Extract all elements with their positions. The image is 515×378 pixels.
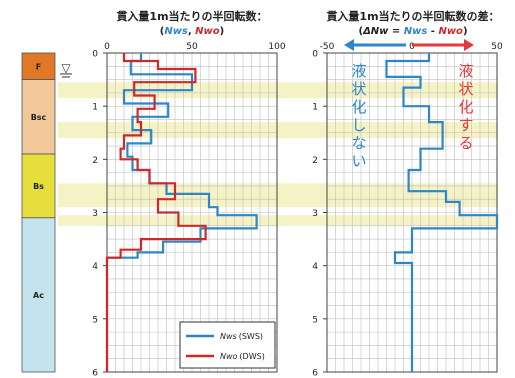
legend: Nws (SWS) Nwo (DWS) — [179, 321, 276, 369]
legend-name-sws: Nws — [220, 332, 237, 341]
subtitle-part: , — [188, 26, 195, 37]
y-tick-label: 5 — [312, 315, 318, 325]
water-table-symbol: ▽ — [61, 61, 71, 75]
annotation-no-liquefaction: 液状化しない — [351, 62, 368, 170]
subtitle-nwo: Nwo — [195, 26, 220, 37]
x-tick-label: 0 — [409, 42, 415, 52]
subtitle-nwo: Nwo — [438, 26, 463, 37]
subtitle-part: ) — [463, 26, 468, 37]
direction-arrows — [344, 39, 474, 51]
soil-layer-label: Ac — [33, 291, 44, 300]
subtitle-part: ( — [160, 26, 165, 37]
annotation-char: 液 — [458, 62, 475, 80]
x-tick-label: -50 — [320, 42, 335, 52]
x-tick-label: 50 — [186, 42, 198, 52]
left-chart-title: 貫入量1m当たりの半回転数： — [116, 9, 267, 23]
x-tick-label: 100 — [268, 42, 285, 52]
subtitle-nws: Nws — [164, 26, 188, 37]
y-tick-label: 2 — [92, 156, 98, 166]
annotation-char: な — [351, 134, 368, 152]
subtitle-part: ( — [358, 26, 363, 37]
annotation-liquefaction: 液状化する — [458, 62, 475, 152]
highlight-band — [58, 82, 498, 99]
left-chart: 0 1 2 3 4 5 6 0 50 100 — [92, 42, 286, 378]
annotation-char: 化 — [351, 98, 368, 116]
annotation-char: 液 — [351, 62, 368, 80]
soil-layer-ac — [21, 217, 56, 373]
series-line-b — [105, 53, 207, 372]
annotation-char: い — [351, 152, 368, 170]
subtitle-part: ) — [220, 26, 225, 37]
y-tick-label: 2 — [312, 156, 318, 166]
soil-column: F Bsc Bs Ac — [21, 52, 56, 373]
annotation-char: 状 — [351, 80, 368, 98]
highlight-band — [58, 215, 498, 226]
soil-layer-label: Bs — [33, 182, 44, 191]
soil-layer-label: F — [36, 62, 41, 71]
y-tick-label: 3 — [312, 209, 318, 219]
right-chart-title: 貫入量1m当たりの半回転数の差： — [326, 9, 499, 23]
y-tick-label: 4 — [92, 262, 98, 272]
annotation-char: 状 — [458, 80, 475, 98]
arrow-right-head — [464, 39, 474, 51]
y-tick-label: 6 — [312, 369, 318, 378]
series-line-a — [385, 53, 499, 372]
subtitle-delta: ΔNw — [362, 26, 389, 37]
legend-label-dws: Nwo (DWS) — [220, 352, 265, 361]
y-tick-label: 6 — [92, 369, 98, 378]
soil-layer-bsc — [21, 79, 56, 155]
x-tick-label: 50 — [491, 42, 503, 52]
annotation-char: る — [458, 134, 475, 152]
legend-suffix-sws: (SWS) — [239, 332, 263, 341]
highlight-band — [58, 122, 498, 139]
y-tick-label: 1 — [92, 103, 98, 113]
legend-suffix-dws: (DWS) — [239, 352, 264, 361]
annotation-char: す — [458, 116, 475, 134]
left-chart-subtitle: (Nws, Nwo) — [160, 26, 224, 37]
subtitle-nws: Nws — [404, 26, 428, 37]
annotation-char: 化 — [458, 98, 475, 116]
legend-label-sws: Nws (SWS) — [220, 332, 263, 341]
y-tick-label: 0 — [312, 50, 318, 60]
y-tick-label: 4 — [312, 262, 318, 272]
water-table: ▽ — [60, 61, 72, 78]
legend-name-dws: Nwo — [220, 352, 238, 361]
legend-box — [179, 321, 276, 369]
subtitle-part: = — [388, 26, 403, 37]
y-tick-label: 0 — [92, 50, 98, 60]
soil-layer-label: Bsc — [31, 113, 47, 122]
subtitle-part: - — [427, 26, 438, 37]
soil-layer-bs — [21, 153, 56, 219]
highlight-band — [58, 183, 498, 208]
y-tick-label: 3 — [92, 209, 98, 219]
right-chart-subtitle: (ΔNw = Nws - Nwo) — [358, 26, 467, 37]
highlight-bands — [58, 82, 498, 226]
y-tick-label: 1 — [312, 103, 318, 113]
arrow-left-head — [344, 39, 354, 51]
y-tick-label: 5 — [92, 315, 98, 325]
x-tick-label: 0 — [104, 42, 110, 52]
annotation-char: し — [351, 116, 368, 134]
